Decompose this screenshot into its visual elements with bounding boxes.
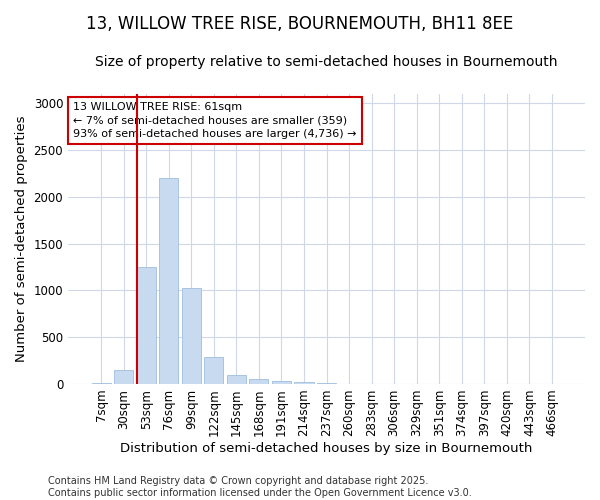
Bar <box>250 379 268 384</box>
Bar <box>114 370 133 384</box>
Bar <box>182 288 201 384</box>
Bar <box>295 382 314 384</box>
X-axis label: Distribution of semi-detached houses by size in Bournemouth: Distribution of semi-detached houses by … <box>121 442 533 455</box>
Bar <box>137 267 156 384</box>
Y-axis label: Number of semi-detached properties: Number of semi-detached properties <box>15 116 28 362</box>
Bar <box>272 381 291 384</box>
Bar <box>159 178 178 384</box>
Text: 13 WILLOW TREE RISE: 61sqm
← 7% of semi-detached houses are smaller (359)
93% of: 13 WILLOW TREE RISE: 61sqm ← 7% of semi-… <box>73 102 357 139</box>
Text: 13, WILLOW TREE RISE, BOURNEMOUTH, BH11 8EE: 13, WILLOW TREE RISE, BOURNEMOUTH, BH11 … <box>86 15 514 33</box>
Bar <box>227 374 246 384</box>
Text: Contains HM Land Registry data © Crown copyright and database right 2025.
Contai: Contains HM Land Registry data © Crown c… <box>48 476 472 498</box>
Bar <box>92 383 110 384</box>
Title: Size of property relative to semi-detached houses in Bournemouth: Size of property relative to semi-detach… <box>95 55 558 69</box>
Bar <box>204 357 223 384</box>
